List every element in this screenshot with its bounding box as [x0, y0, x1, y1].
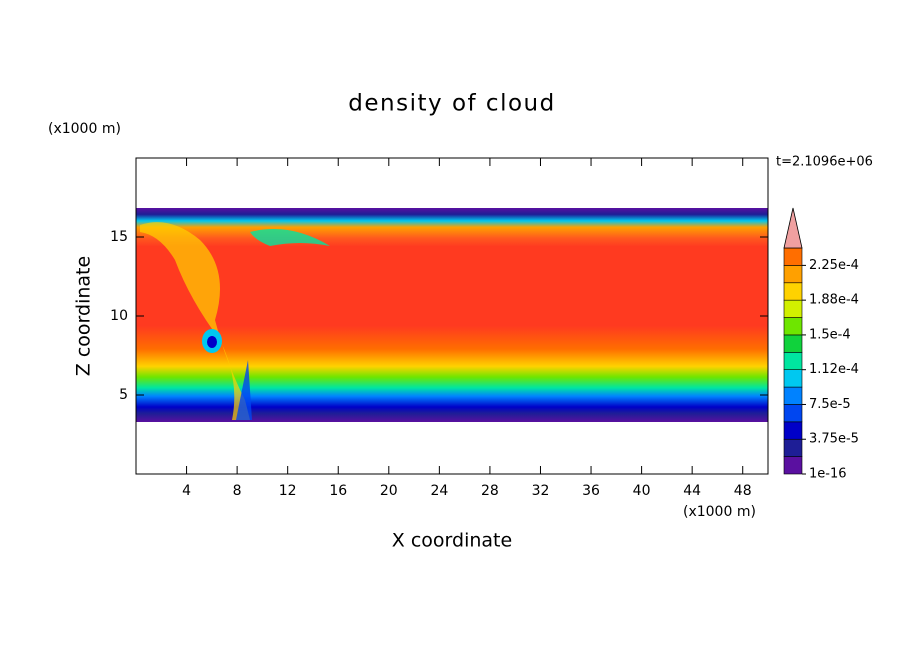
y-tick-label: 5: [119, 387, 128, 403]
x-tick-label: 44: [683, 483, 701, 499]
colorbar-extend: [783, 207, 803, 249]
colorbar-band: [783, 352, 803, 370]
colorbar-tick-label: 7.5e-5: [809, 397, 851, 412]
colorbar-band: [783, 247, 803, 266]
x-tick-label: 4: [182, 483, 191, 499]
colorbar-band: [783, 334, 803, 353]
wisp: [250, 229, 330, 246]
colorbar-band: [783, 456, 803, 475]
x-tick-label: 40: [633, 483, 651, 499]
colorbar-band: [783, 282, 803, 301]
colorbar-band: [783, 299, 803, 318]
eddy-core: [207, 336, 217, 348]
colorbar-tick-label: 1.88e-4: [809, 293, 859, 308]
stem: [236, 360, 252, 420]
y-tick-label: 15: [110, 229, 128, 245]
colorbar-band: [783, 317, 803, 336]
plume: [140, 222, 250, 420]
x-tick-label: 28: [481, 483, 499, 499]
colorbar-band: [783, 265, 803, 284]
x-tick-label: 36: [582, 483, 600, 499]
colorbar-band: [783, 386, 803, 405]
x-unit: (x1000 m): [683, 504, 756, 520]
colorbar-tick-label: 2.25e-4: [809, 258, 859, 273]
colorbar-tick-label: 1.12e-4: [809, 362, 859, 377]
colorbar-band: [783, 421, 803, 440]
colorbar-tick-label: 3.75e-5: [809, 432, 859, 447]
x-tick-label: 20: [380, 483, 398, 499]
x-tick-label: 24: [430, 483, 448, 499]
chart-title: density of cloud: [348, 91, 555, 117]
x-tick-label: 32: [532, 483, 550, 499]
field: [136, 208, 768, 422]
y-unit: (x1000 m): [48, 121, 121, 137]
y-tick-label: 10: [110, 308, 128, 324]
colorbar-tick-label: 1.5e-4: [809, 327, 851, 342]
density-field: [136, 208, 768, 422]
x-tick-label: 12: [279, 483, 297, 499]
y-axis-label: Z coordinate: [73, 256, 95, 376]
x-tick-label: 8: [233, 483, 242, 499]
colorbar-band: [783, 369, 803, 388]
x-tick-label: 16: [329, 483, 347, 499]
colorbar-band: [783, 404, 803, 423]
x-tick-label: 48: [734, 483, 752, 499]
colorbar-tick-label: 1e-16: [809, 467, 847, 482]
x-axis-label: X coordinate: [392, 530, 512, 552]
colorbar-band: [783, 438, 803, 457]
time-annotation: t=2.1096e+06: [776, 155, 873, 170]
